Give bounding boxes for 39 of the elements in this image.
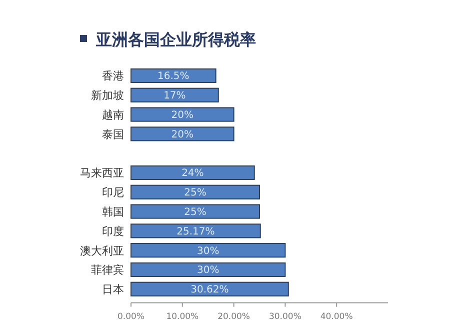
x-tick-label: 30.00% — [268, 312, 302, 322]
y-tick-label: 菲律宾 — [91, 264, 124, 277]
y-tick-label: 新加坡 — [91, 89, 124, 102]
bar — [130, 126, 234, 142]
bar — [130, 165, 255, 180]
y-tick-label: 香港 — [102, 70, 124, 83]
x-tick-label: 40.00% — [320, 312, 353, 322]
data-label: 20% — [171, 110, 194, 121]
x-tick-label: 0.00% — [117, 312, 145, 322]
bar — [130, 204, 260, 219]
data-label: 25.17% — [176, 226, 215, 238]
y-tick-label: 日本 — [102, 283, 124, 296]
bar — [130, 224, 261, 238]
y-tick-label: 越南 — [102, 108, 124, 122]
bar — [130, 282, 289, 296]
data-label: 17% — [164, 90, 186, 102]
data-label: 30.62% — [190, 284, 229, 296]
data-label: 24% — [182, 168, 204, 180]
data-label: 25% — [184, 207, 206, 218]
bar — [130, 68, 216, 83]
bar — [130, 262, 286, 277]
y-tick-label: 泰国 — [102, 128, 124, 141]
data-label: 25% — [184, 188, 206, 199]
y-tick-label: 韩国 — [102, 206, 124, 218]
bar — [130, 243, 286, 258]
bar — [130, 107, 234, 122]
bar — [130, 88, 219, 102]
y-tick-label: 印尼 — [102, 186, 124, 200]
y-tick-label: 澳大利亚 — [80, 244, 124, 258]
y-tick-label: 马来西亚 — [80, 166, 124, 180]
data-label: 30% — [196, 265, 220, 276]
chart-title: 亚洲各国企业所得税率 — [95, 30, 256, 49]
data-label: 30% — [196, 246, 220, 257]
x-tick-label: 20.00% — [218, 312, 250, 322]
data-label: 20% — [171, 129, 194, 140]
x-tick-label: 10.00% — [166, 312, 199, 322]
data-label: 16.5% — [158, 71, 190, 82]
bar — [130, 184, 260, 200]
y-tick-label: 印度 — [102, 224, 124, 238]
